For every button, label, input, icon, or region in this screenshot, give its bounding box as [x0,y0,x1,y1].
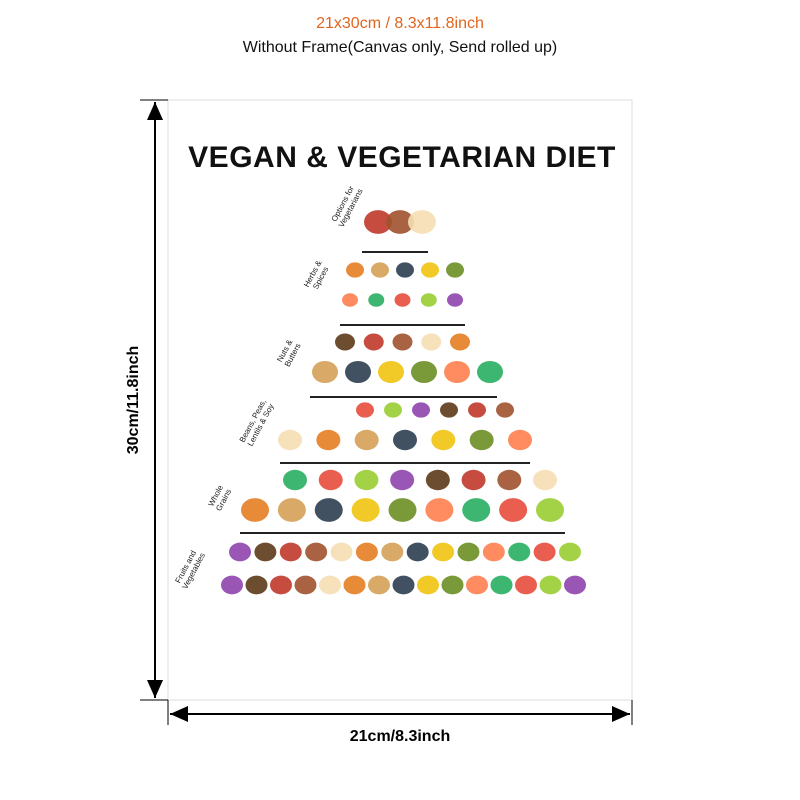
food-illustration [392,575,415,595]
food-illustration [390,469,415,491]
food-illustration [468,402,486,418]
food-illustration [283,469,307,491]
food-illustration [364,210,392,234]
food-illustration [496,402,514,418]
food-illustration [408,210,436,234]
food-illustration [330,542,353,562]
food-illustration [564,575,586,595]
food-illustration [411,360,437,384]
food-illustration [241,498,269,522]
food-illustration [425,498,454,522]
food-illustration [533,469,557,491]
food-illustration [533,542,556,562]
food-illustration [450,333,470,351]
food-illustration [351,498,380,522]
food-illustration [421,262,439,278]
food-illustration [431,429,456,451]
food-illustration [368,575,390,595]
poster [167,99,633,701]
food-illustration [368,293,385,307]
poster-title: VEGAN & VEGETARIAN DIET [188,141,616,174]
food-illustration [462,498,491,522]
food-illustration [355,542,378,562]
food-illustration [278,429,302,451]
food-illustration [559,542,581,562]
size-heading: 21x30cm / 8.3x11.8inch [316,15,484,32]
food-illustration [447,293,463,307]
food-illustration [279,542,302,562]
food-illustration [406,542,429,562]
food-illustration [378,360,404,384]
food-illustration [440,402,458,418]
food-illustration [469,429,494,451]
food-illustration [412,402,430,418]
food-illustration [245,575,268,595]
food-illustration [461,469,486,491]
food-illustration [254,542,277,562]
food-illustration [277,498,306,522]
food-illustration [354,469,379,491]
food-illustration [421,333,442,351]
food-illustration [536,498,564,522]
food-illustration [477,360,503,384]
food-illustration [497,469,522,491]
food-illustration [314,498,343,522]
food-illustration [346,262,364,278]
food-illustration [444,360,470,384]
food-illustration [420,293,437,307]
food-illustration [221,575,243,595]
food-illustration [394,293,411,307]
food-illustration [388,498,417,522]
food-illustration [499,498,528,522]
food-illustration [356,402,374,418]
food-illustration [343,575,366,595]
food-illustration [539,575,562,595]
food-illustration [294,575,317,595]
food-illustration [457,542,480,562]
food-illustration [508,429,532,451]
food-illustration [441,575,464,595]
food-illustration [335,333,355,351]
food-illustration [466,575,488,595]
food-illustration [319,575,341,595]
food-illustration [515,575,537,595]
food-illustration [490,575,513,595]
food-illustration [305,542,328,562]
food-illustration [508,542,531,562]
food-illustration [482,542,505,562]
frame-note: Without Frame(Canvas only, Send rolled u… [243,39,558,56]
food-illustration [446,262,464,278]
food-illustration [363,333,384,351]
food-illustration [312,360,338,384]
food-illustration [417,575,439,595]
food-illustration [318,469,343,491]
food-illustration [381,542,404,562]
food-illustration [396,262,414,278]
food-illustration [229,542,251,562]
food-illustration [342,293,358,307]
food-illustration [386,210,414,234]
food-illustration [384,402,402,418]
food-illustration [392,333,413,351]
food-illustration [345,360,371,384]
food-illustration [354,429,379,451]
food-illustration [316,429,341,451]
food-illustration [270,575,292,595]
food-illustration [425,469,450,491]
height-label: 30cm/11.8inch [125,346,142,455]
food-illustration [371,262,389,278]
food-illustration [393,429,417,451]
food-illustration [432,542,455,562]
width-label: 21cm/8.3inch [350,728,451,745]
